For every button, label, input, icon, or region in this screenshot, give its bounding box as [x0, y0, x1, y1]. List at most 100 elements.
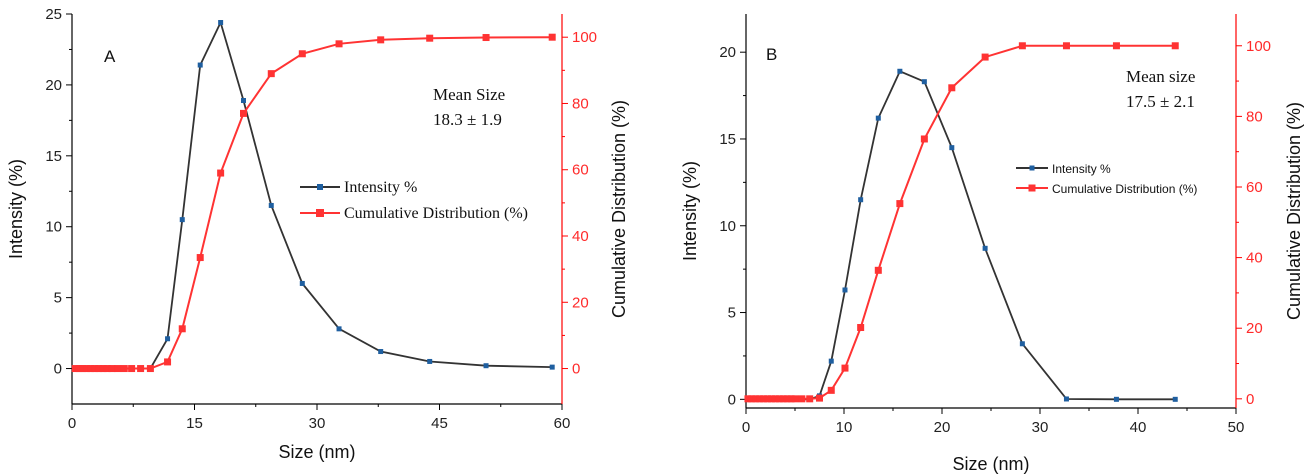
y-tick-label: 10 — [719, 218, 736, 235]
cumulative-series-line — [748, 44, 1176, 400]
x-tick-label: 0 — [742, 419, 750, 436]
cumulative-point — [756, 395, 764, 403]
cumulative-point — [137, 365, 145, 373]
intensity-point — [378, 349, 384, 355]
y2-tick-label: 80 — [572, 95, 589, 112]
x-tick-label: 15 — [186, 415, 203, 432]
intensity-point — [336, 326, 342, 332]
y-tick-label: 0 — [54, 361, 62, 378]
intensity-point — [875, 115, 881, 121]
intensity-point — [241, 98, 246, 104]
y2-tick-label: 20 — [572, 294, 589, 311]
y2-tick-label: 40 — [1246, 250, 1263, 267]
cumulative-point — [95, 365, 103, 373]
cumulative-point — [79, 365, 87, 373]
y2-tick-label: 60 — [1246, 179, 1263, 196]
cumulative-point — [298, 50, 306, 58]
intensity-point — [842, 287, 848, 293]
cumulative-point — [779, 395, 787, 403]
cumulative-point — [767, 395, 775, 403]
cumulative-point — [948, 84, 956, 92]
cumulative-point — [1112, 42, 1120, 50]
cumulative-point — [196, 254, 204, 262]
cumulative-point — [103, 365, 111, 373]
x-axis-title: Size (nm) — [952, 454, 1029, 474]
y-tick-label: 5 — [54, 290, 62, 307]
y2-axis-title: Cumulative Distribution (%) — [609, 100, 629, 318]
y2-tick-label: 0 — [1246, 391, 1254, 408]
intensity-series-line — [748, 70, 1176, 401]
x-axis-title: Size (nm) — [278, 442, 355, 462]
cumulative-point — [146, 365, 154, 373]
cumulative-point — [791, 395, 799, 403]
legend-swatch-marker — [316, 209, 324, 217]
cumulative-point — [775, 395, 783, 403]
legend-entry: Cumulative Distribution (%) — [1052, 182, 1197, 196]
cumulative-point — [771, 395, 779, 403]
cumulative-point — [426, 34, 434, 42]
mean-size-annotation: Mean size — [1126, 67, 1195, 86]
cumulative-point — [377, 36, 385, 44]
cumulative-point — [783, 395, 791, 403]
y-tick-label: 5 — [728, 305, 736, 322]
x-tick-label: 20 — [934, 419, 951, 436]
cumulative-point — [827, 386, 835, 394]
cumulative-point — [87, 365, 95, 373]
x-tick-label: 30 — [1032, 419, 1049, 436]
cumulative-point — [744, 395, 752, 403]
cumulative-point — [760, 395, 768, 403]
intensity-point — [828, 358, 834, 364]
cumulative-point — [83, 365, 91, 373]
cumulative-point — [114, 365, 122, 373]
y2-tick-label: 20 — [1246, 320, 1263, 337]
cumulative-point — [841, 364, 849, 372]
legend: Intensity % Cumulative Distribution (%) — [1016, 162, 1197, 196]
y2-tick-label: 60 — [572, 162, 589, 179]
cumulative-point — [787, 395, 795, 403]
y-tick-label: 20 — [45, 77, 62, 94]
cumulative-point — [1062, 42, 1070, 50]
cumulative-point — [178, 325, 186, 333]
x-tick-label: 0 — [68, 415, 76, 432]
intensity-point — [483, 363, 489, 369]
cumulative-point — [857, 324, 865, 332]
y-tick-label: 10 — [45, 219, 62, 236]
y-axis-title: Intensity (%) — [680, 161, 700, 261]
cumulative-point — [335, 40, 343, 48]
legend-swatch-marker — [1028, 184, 1036, 192]
mean-size-annotation: Mean Size — [433, 85, 505, 104]
x-tick-label: 10 — [836, 419, 853, 436]
cumulative-point — [91, 365, 99, 373]
legend-entry: Intensity % — [344, 179, 417, 196]
intensity-point — [299, 280, 305, 286]
intensity-point — [549, 364, 555, 370]
intensity-point — [1063, 396, 1069, 402]
cumulative-point — [816, 394, 823, 402]
cumulative-point — [71, 365, 79, 373]
intensity-point — [921, 79, 927, 85]
legend-swatch-marker — [317, 184, 323, 190]
panel-label: A — [104, 47, 116, 66]
intensity-series-line — [75, 19, 553, 370]
cumulative-point — [108, 365, 116, 373]
intensity-point — [427, 358, 433, 364]
x-tick-label: 60 — [554, 415, 571, 432]
chart-panel-a: 0 15 30 45 60 0 5 10 15 20 25 0 20 40 60 80 100 Size (nm)… — [6, 6, 629, 462]
cumulative-point — [764, 395, 772, 403]
panel-label: B — [766, 45, 777, 64]
y-tick-label: 25 — [45, 6, 62, 23]
x-tick-label: 45 — [431, 415, 448, 432]
cumulative-point — [240, 109, 247, 117]
intensity-point — [268, 202, 274, 208]
cumulative-point — [1171, 42, 1179, 50]
cumulative-point — [217, 169, 225, 177]
cumulative-point — [798, 395, 806, 403]
y2-tick-label: 100 — [572, 29, 597, 46]
x-tick-label: 50 — [1228, 419, 1245, 436]
cumulative-point — [874, 266, 882, 274]
cumulative-point — [267, 70, 275, 78]
y2-tick-label: 40 — [572, 228, 589, 245]
cumulative-point — [128, 365, 136, 373]
cumulative-point — [164, 358, 172, 366]
intensity-point — [1113, 396, 1119, 402]
